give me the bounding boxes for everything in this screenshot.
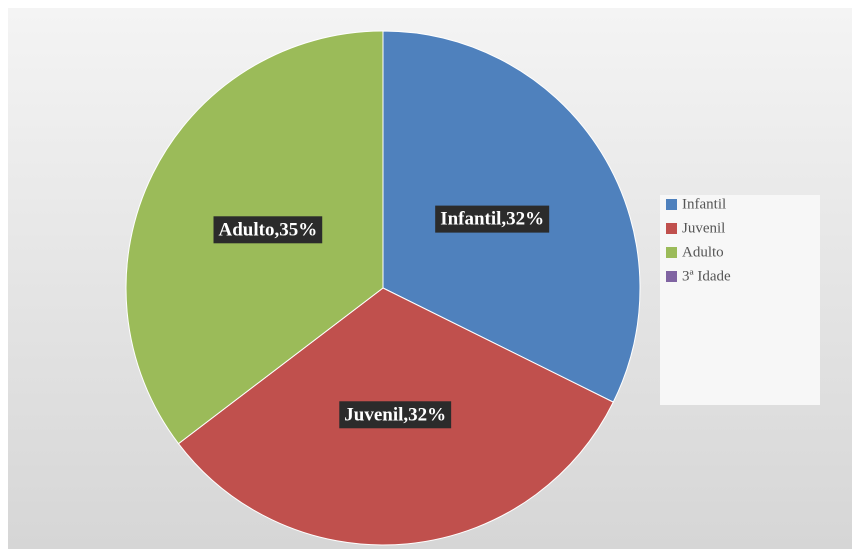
legend-label: Adulto bbox=[682, 244, 724, 260]
data-label-box bbox=[435, 205, 550, 233]
legend-swatch bbox=[666, 223, 677, 234]
legend-swatch bbox=[666, 199, 677, 210]
data-label: Adulto,35% bbox=[219, 219, 318, 240]
data-label-box bbox=[339, 401, 452, 429]
legend-swatch bbox=[666, 271, 677, 282]
legend-label: Infantil bbox=[682, 196, 726, 212]
data-label: Infantil,32% bbox=[440, 209, 544, 230]
legend-swatch bbox=[666, 247, 677, 258]
legend-label: 3ª Idade bbox=[682, 268, 731, 284]
legend-box bbox=[660, 195, 820, 405]
legend-label: Juvenil bbox=[682, 220, 725, 236]
data-label-box bbox=[213, 216, 323, 244]
data-label: Juvenil,32% bbox=[344, 404, 446, 425]
